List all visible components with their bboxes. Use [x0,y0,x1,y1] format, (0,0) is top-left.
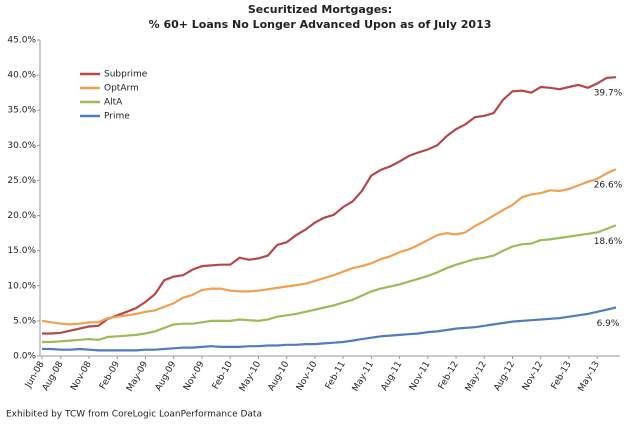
chart-title: Securitized Mortgages: [248,3,392,16]
source-note: Exhibited by TCW from CoreLogic LoanPerf… [6,410,262,420]
x-tick-label: May-11 [351,360,376,394]
x-tick-label: Aug-12 [492,360,517,393]
y-tick-label: 45.0% [7,36,36,46]
y-tick-label: 30.0% [7,141,36,151]
y-tick-label: 10.0% [7,281,36,291]
y-tick-label: 15.0% [7,246,36,256]
x-tick-label: Nov-08 [69,360,94,393]
x-tick-label: Feb-12 [437,360,461,392]
x-tick-label: May-09 [125,360,150,394]
x-tick-label: Aug-09 [154,360,179,393]
series-line [42,306,617,352]
series-line [42,76,617,335]
legend-label: Prime [104,112,130,122]
legend-label: Subprime [104,70,148,80]
x-tick-label: Nov-11 [408,360,433,393]
x-tick-label: Feb-13 [550,360,574,392]
x-tick-label: May-13 [577,360,602,394]
x-tick-label: May-12 [464,360,489,394]
y-tick-label: 0.0% [13,352,36,362]
series-line [42,224,617,344]
end-label: 39.7% [594,89,623,99]
x-tick-label: Nov-09 [182,360,207,393]
series-line [41,168,617,326]
x-tick-label: Feb-09 [98,360,122,392]
x-tick-label: Feb-10 [211,360,235,392]
y-tick-label: 20.0% [7,211,36,221]
end-label: 18.6% [594,237,623,247]
x-tick-label: Aug-11 [380,360,405,393]
x-tick-label: Aug-10 [267,360,292,393]
legend-label: OptArm [104,84,139,94]
end-label: 6.9% [597,319,620,329]
y-tick-label: 5.0% [13,316,36,326]
y-tick-label: 40.0% [7,71,36,81]
x-tick-label: Nov-12 [521,360,546,393]
chart-subtitle: % 60+ Loans No Longer Advanced Upon as o… [149,18,492,31]
x-tick-label: Feb-11 [324,360,348,392]
end-label: 26.6% [594,181,623,191]
x-tick-label: May-10 [238,360,263,394]
y-tick-label: 35.0% [7,106,36,116]
x-tick-label: Nov-10 [295,360,320,393]
legend-label: AltA [104,98,123,108]
y-tick-label: 25.0% [7,176,36,186]
